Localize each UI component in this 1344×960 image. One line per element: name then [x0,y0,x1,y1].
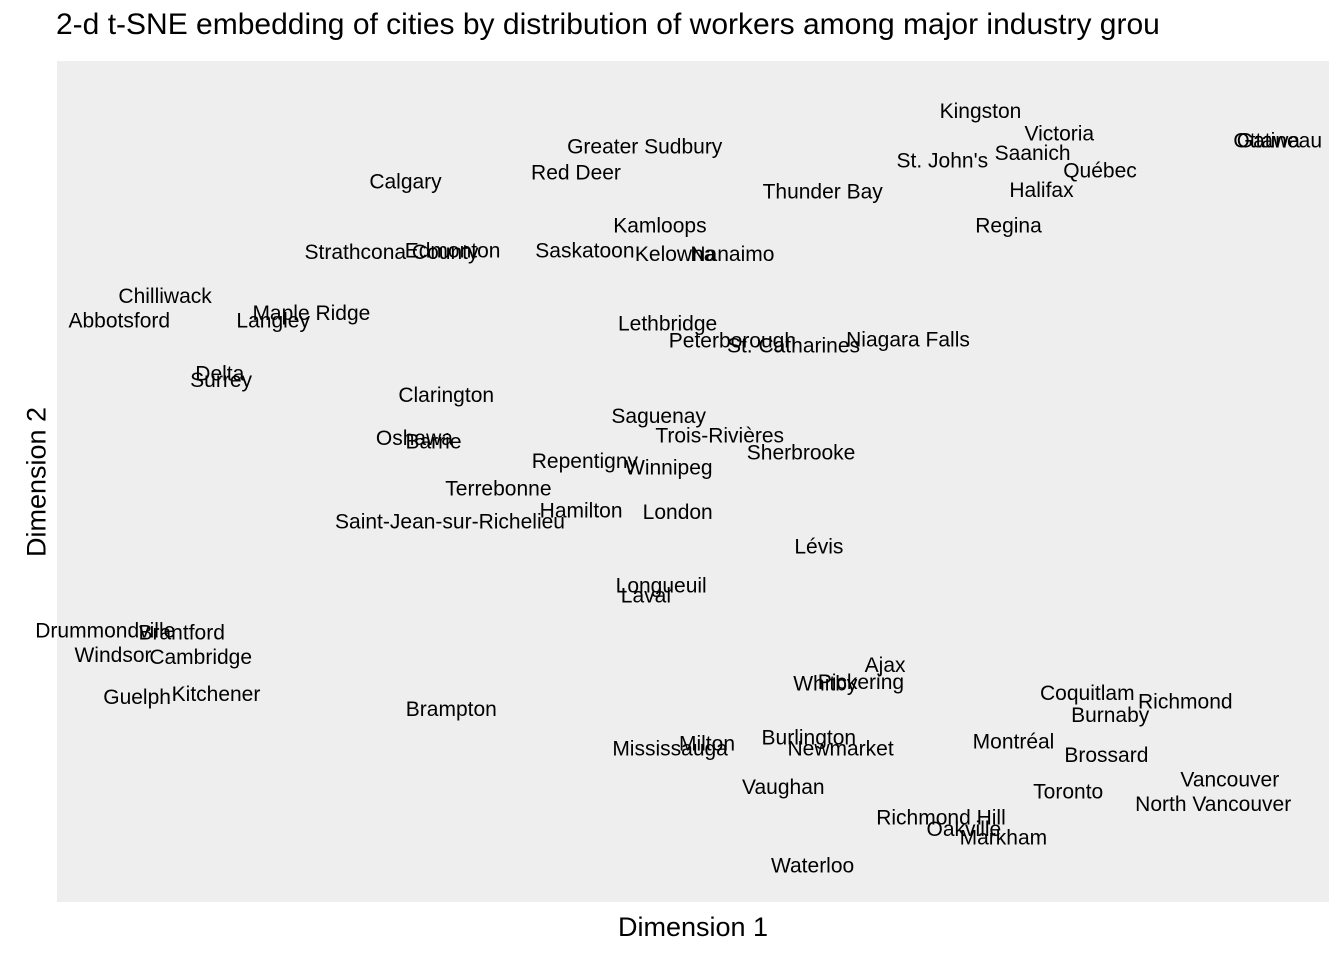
point-label: Kamloops [613,214,706,237]
point-label: Sherbrooke [747,441,856,464]
point-label: Burnaby [1071,704,1150,727]
point-label: Windsor [74,644,151,667]
point-label: Kelowna [635,243,716,266]
point-label: Drummondville [35,620,175,643]
point-label: Saguenay [611,405,706,428]
point-label: Richmond Hill [876,806,1006,829]
point-label: Cambridge [149,646,252,669]
point-label: Coquitlam [1040,682,1135,705]
point-label: Lévis [794,536,843,559]
point-label: Saanich [995,142,1071,165]
point-label: Calgary [369,171,442,194]
point-label: Niagara Falls [846,329,970,352]
point-label: Québec [1063,160,1137,183]
point-label: Montréal [973,731,1055,754]
point-label: Chilliwack [118,285,212,308]
point-label: Edmonton [405,240,501,263]
point-label: Barrie [405,431,461,454]
point-label: Brantford [139,621,225,644]
point-label: Winnipeg [625,457,713,480]
point-label: Repentigny [532,450,639,473]
point-label: Gatineau [1237,129,1322,152]
chart-title: 2-d t-SNE embedding of cities by distrib… [56,8,1160,41]
point-label: Brossard [1064,744,1148,767]
point-label: London [643,501,713,524]
point-label: Richmond [1138,690,1233,713]
point-label: Burlington [762,727,857,750]
point-label: Ottawa [1233,129,1300,152]
point-label: Kitchener [172,683,261,706]
point-label: Newmarket [787,737,893,760]
point-label: Trois-Rivières [655,425,784,448]
point-label: Strathcona County [305,241,479,264]
point-label: Laval [621,584,671,607]
point-label: Thunder Bay [763,181,884,204]
point-label: Whitby [793,673,858,696]
point-label: Hamilton [540,499,623,522]
point-label: Saint-Jean-sur-Richelieu [335,510,565,533]
x-axis-label: Dimension 1 [617,912,769,942]
point-label: Clarington [398,384,494,407]
point-label: Vaughan [742,776,825,799]
point-label: North Vancouver [1135,793,1291,816]
point-label: Saskatoon [535,240,634,263]
point-label: St. John's [897,150,989,173]
point-label: Oakville [927,818,1002,841]
point-label: Ajax [865,654,906,677]
point-label: Markham [960,827,1048,850]
point-label: St. Catharines [727,335,860,358]
point-label: Oshawa [376,427,453,450]
point-label: Greater Sudbury [567,135,723,158]
point-label: Delta [195,362,244,385]
point-label: Halifax [1009,179,1074,202]
point-label: Toronto [1033,780,1103,803]
point-label: Kingston [940,100,1022,123]
point-label: Terrebonne [445,478,551,501]
plot-panel [57,61,1329,902]
point-label: Pickering [818,671,904,694]
point-label: Regina [975,214,1042,237]
point-label: Milton [679,732,735,755]
point-label: Mississauga [612,737,728,760]
point-label: Lethbridge [618,313,717,336]
point-label: Red Deer [531,161,621,184]
point-label: Vancouver [1180,769,1279,792]
point-label: Waterloo [771,854,854,877]
point-label: Brampton [406,698,497,721]
point-label: Nanaimo [690,243,774,266]
point-label: Peterborough [669,330,796,353]
point-label: Guelph [103,686,171,709]
point-label: Abbotsford [69,309,171,332]
point-label: Victoria [1024,123,1094,146]
point-label: Surrey [190,369,252,392]
point-label: Langley [236,309,310,332]
point-label: Longueuil [616,574,707,597]
point-label: Maple Ridge [252,302,370,325]
y-axis-label: Dimension 2 [21,406,52,558]
